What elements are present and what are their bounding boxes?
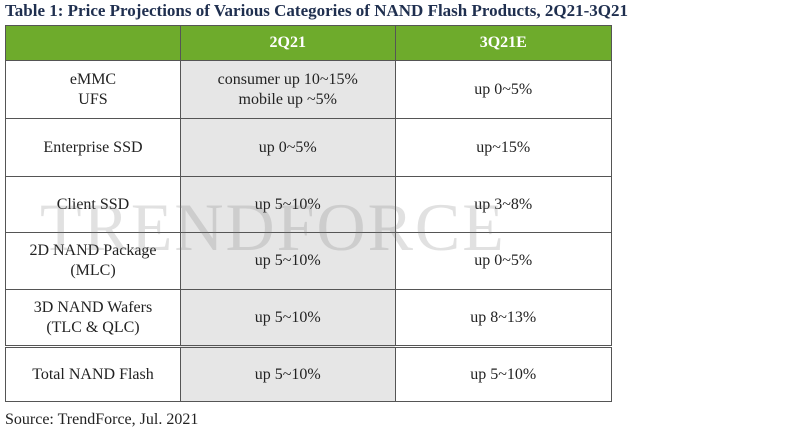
table-cell: up 8~13% [394,289,613,347]
table-row: Enterprise SSD up 0~5% up~15% [5,118,613,177]
table-cell: up 5~10% [179,176,396,233]
table-cell: up 5~10% [179,345,396,402]
cell-line: up 8~13% [470,308,537,326]
table-row: Total NAND Flash up 5~10% up 5~10% [5,345,613,402]
cell-line: up 5~10% [254,365,321,383]
table-cell: up 5~10% [179,289,396,347]
header-cell: 2Q21 [179,25,396,61]
cell-line: Total NAND Flash [32,365,154,383]
cell-line: Enterprise SSD [43,138,143,156]
table-cell: up 0~5% [394,60,613,119]
cell-line: 2D NAND Package [29,242,157,259]
header-row: 2Q21 3Q21E [5,25,613,61]
table-cell: consumer up 10~15% mobile up ~5% [179,60,396,119]
table-cell: up 5~10% [394,345,613,402]
table-cell: eMMC UFS [5,60,181,119]
table-body: eMMC UFS consumer up 10~15% mobile up ~5% up… [5,60,613,402]
table-cell: up 3~8% [394,176,613,233]
cell-line: eMMC [69,70,117,88]
table-row: 3D NAND Wafers (TLC & QLC) up 5~10% up 8~13… [5,289,613,347]
cell-line: up 5~10% [470,365,537,383]
cell-line: UFS [78,90,108,108]
table-cell: up 0~5% [394,232,613,290]
table-cell: Enterprise SSD [5,118,181,177]
source-note: Source: TrendForce, Jul. 2021 [5,411,199,428]
cell-line: up 0~5% [258,138,317,156]
header-cell [5,25,181,61]
cell-line: up 0~5% [474,252,533,269]
table-row: eMMC UFS consumer up 10~15% mobile up ~5% up… [5,60,613,119]
cell-line: (MLC) [70,262,116,279]
cell-line: 3D NAND Wafers [33,298,153,316]
cell-line: up 5~10% [254,195,321,213]
cell-line: up 0~5% [474,80,533,98]
cell-line: consumer up 10~15% [217,70,358,88]
cell-line: up 5~10% [254,252,321,269]
header-cell: 3Q21E [394,25,613,61]
table-cell: up 5~10% [179,232,396,290]
table-cell: 3D NAND Wafers (TLC & QLC) [5,289,181,347]
cell-line: (TLC & QLC) [46,318,140,336]
table-row: 2D NAND Package (MLC) up 5~10% up 0~5% [5,232,613,290]
table-row: Client SSD up 5~10% up 3~8% [5,176,613,233]
table-cell: Total NAND Flash [5,345,181,402]
table-cell: up~15% [394,118,613,177]
table-cell: Client SSD [5,176,181,233]
table-title: Table 1: Price Projections of Various Ca… [5,1,628,20]
table-cell: up 0~5% [179,118,396,177]
cell-line: mobile up ~5% [238,90,337,108]
cell-line: up 3~8% [474,195,533,213]
price-table: 2Q21 3Q21E eMMC UFS consumer up 10~15% mobile… [5,25,613,402]
cell-line: Client SSD [56,195,130,213]
table-cell: 2D NAND Package (MLC) [5,232,181,290]
cell-line: up~15% [476,138,531,156]
cell-line: up 5~10% [254,308,321,326]
